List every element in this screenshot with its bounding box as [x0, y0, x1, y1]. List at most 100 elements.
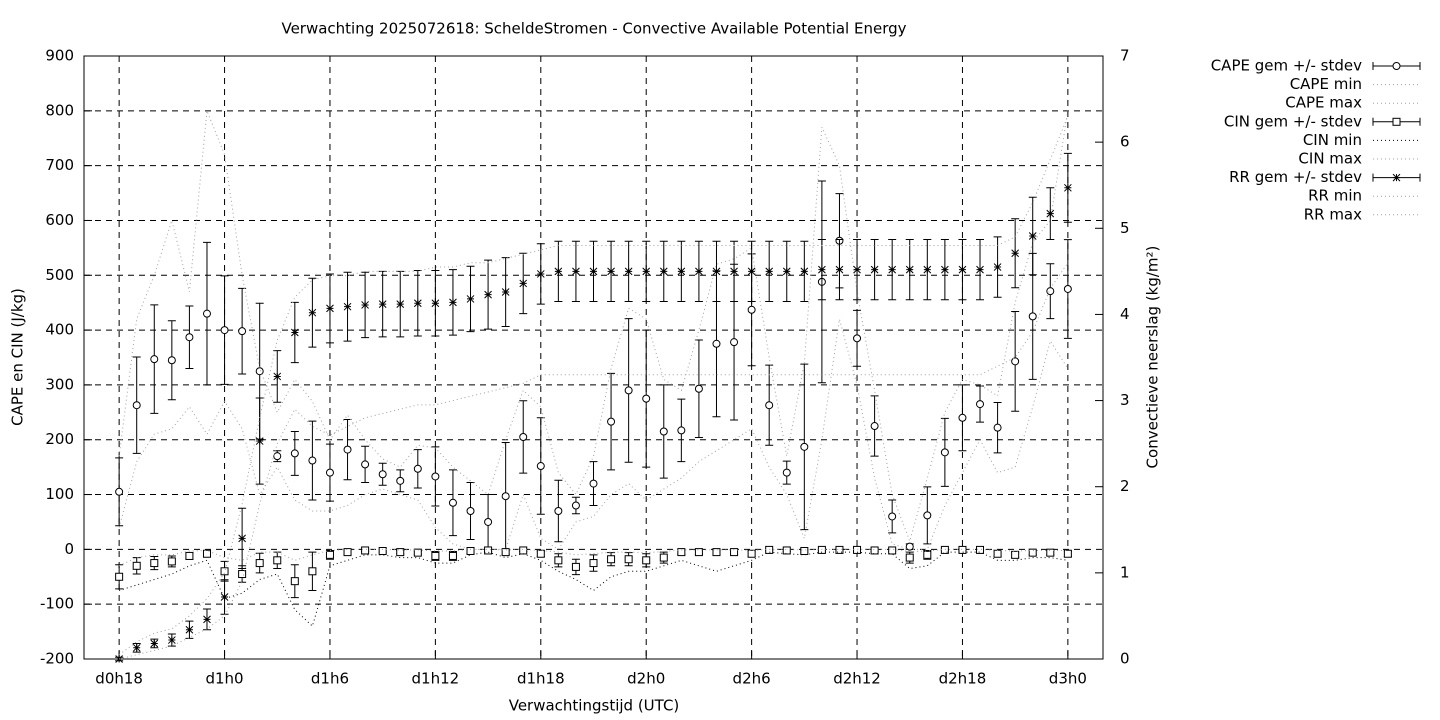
marker: [659, 553, 668, 562]
marker: [396, 300, 405, 308]
y-tick-label: 300: [45, 375, 74, 393]
marker: [853, 265, 861, 274]
marker: [378, 547, 387, 556]
x-tick-label: d2h18: [939, 670, 987, 688]
marker: [642, 267, 651, 276]
y-tick-label: 900: [45, 47, 74, 65]
legend-label: CIN min: [1303, 131, 1362, 149]
marker: [941, 265, 949, 274]
marker: [818, 265, 826, 274]
marker: [466, 295, 475, 303]
marker: [607, 267, 615, 276]
marker: [888, 512, 897, 521]
marker: [1028, 232, 1037, 240]
marker: [765, 545, 774, 554]
marker: [150, 355, 159, 364]
marker: [923, 550, 932, 559]
y-axis-label: CAPE en CIN (J/kg): [9, 288, 27, 426]
marker: [220, 593, 229, 601]
marker: [1011, 249, 1020, 258]
marker: [730, 548, 739, 557]
marker: [589, 479, 598, 488]
marker: [185, 333, 194, 342]
plot-border: [83, 55, 1104, 660]
marker: [554, 556, 563, 565]
marker: [642, 556, 651, 565]
marker: [554, 506, 563, 515]
legend-marker: [1392, 62, 1401, 70]
marker: [396, 476, 405, 485]
marker: [238, 570, 247, 579]
legend-label: CIN max: [1298, 150, 1362, 168]
marker: [484, 546, 493, 555]
y-tick-label: -200: [40, 650, 74, 668]
marker: [273, 556, 282, 565]
marker: [694, 384, 703, 393]
marker: [835, 265, 844, 274]
marker: [765, 401, 774, 410]
marker: [835, 545, 844, 554]
marker: [800, 547, 809, 556]
marker: [905, 542, 914, 551]
marker: [659, 267, 668, 276]
x-tick-label: d1h0: [205, 670, 243, 688]
x-tick-label: d0h18: [95, 670, 143, 688]
marker: [396, 548, 405, 557]
marker: [817, 545, 826, 554]
legend-label: RR max: [1304, 205, 1362, 223]
y2-tick-label: 0: [1120, 650, 1130, 668]
marker: [572, 267, 580, 276]
marker: [1046, 209, 1055, 218]
y-tick-label: 800: [45, 101, 74, 119]
marker: [624, 555, 633, 564]
marker: [888, 265, 897, 274]
marker: [290, 449, 299, 458]
marker: [853, 334, 862, 343]
marker: [659, 427, 668, 436]
marker: [343, 548, 352, 557]
marker: [326, 304, 334, 313]
y-tick-label: 100: [45, 485, 74, 503]
marker: [361, 460, 370, 469]
marker: [571, 501, 580, 510]
marker: [712, 267, 721, 276]
marker: [431, 472, 440, 481]
marker: [519, 546, 528, 555]
marker: [167, 636, 176, 644]
marker: [501, 548, 510, 557]
x-tick-label: d2h12: [833, 670, 881, 688]
marker: [1046, 287, 1055, 296]
marker: [150, 559, 159, 568]
marker: [1011, 550, 1020, 559]
marker: [976, 265, 984, 274]
legend-label: RR gem +/- stdev: [1229, 168, 1362, 186]
marker: [923, 265, 932, 274]
marker: [202, 309, 211, 318]
legend-label: RR min: [1308, 187, 1362, 205]
marker: [167, 356, 176, 365]
marker: [185, 625, 194, 634]
marker: [238, 534, 246, 543]
marker: [712, 548, 721, 557]
x-tick-label: d2h0: [627, 670, 665, 688]
marker: [343, 445, 352, 454]
marker: [747, 305, 756, 314]
y2-tick-label: 4: [1120, 305, 1130, 323]
marker: [413, 548, 422, 557]
marker: [290, 577, 299, 586]
marker: [571, 562, 580, 571]
marker: [853, 545, 862, 554]
marker: [308, 308, 317, 317]
marker: [115, 572, 124, 581]
y2-tick-label: 5: [1120, 219, 1130, 237]
marker: [325, 468, 334, 477]
marker: [273, 452, 282, 461]
legend-marker: [1392, 117, 1401, 126]
marker: [712, 339, 721, 348]
x-tick-label: d1h6: [311, 670, 349, 688]
marker: [554, 267, 563, 276]
marker: [431, 551, 440, 560]
legend-label: CIN gem +/- stdev: [1224, 112, 1362, 130]
x-tick-label: d2h6: [733, 670, 771, 688]
marker: [1028, 548, 1037, 557]
